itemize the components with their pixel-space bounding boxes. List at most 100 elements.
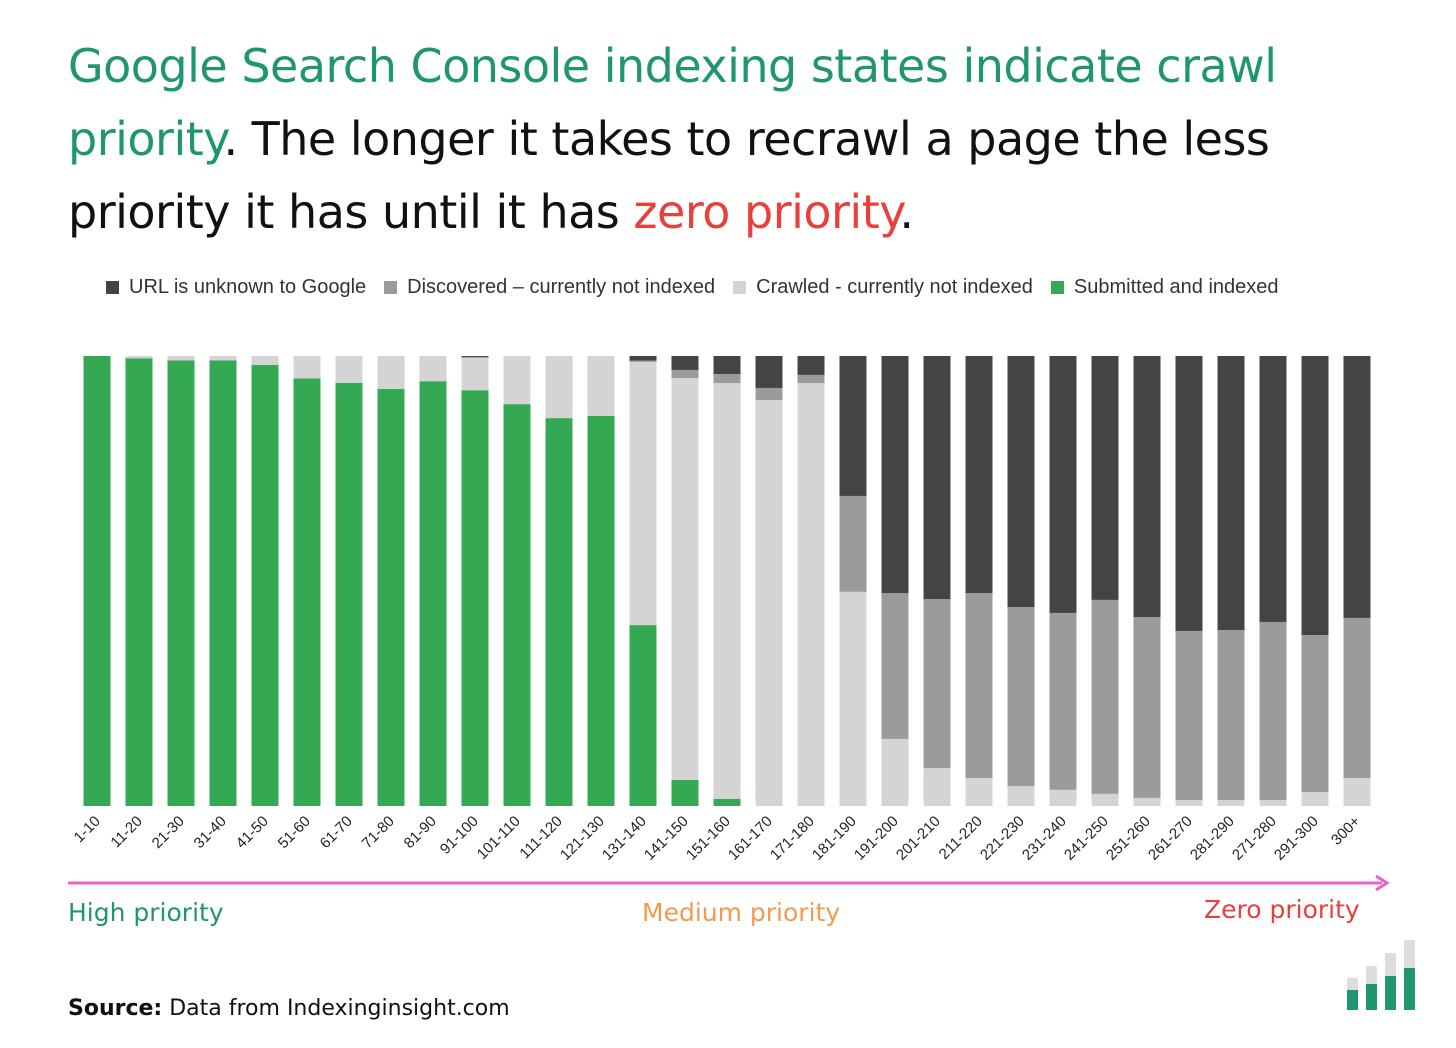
x-tick-label: 241-250	[1061, 813, 1112, 864]
x-tick-label: 161-170	[725, 813, 776, 864]
bar-segment	[629, 625, 657, 806]
logo-icon	[1347, 940, 1415, 1010]
bar-segment	[1175, 356, 1203, 631]
bar-segment	[629, 360, 657, 362]
bar-segment	[1259, 621, 1287, 801]
x-tick-label: 231-240	[1019, 813, 1070, 864]
bar-segment	[545, 356, 573, 419]
bar-segment	[797, 374, 825, 383]
bar-segment	[1175, 800, 1203, 806]
bar-segment	[335, 383, 363, 806]
bar-segment	[1343, 356, 1371, 618]
bar-segment	[923, 599, 951, 769]
bar-segment	[167, 360, 195, 806]
x-tick-label: 300+	[1328, 813, 1364, 849]
x-tick-label: 251-260	[1103, 813, 1154, 864]
source-note: Source: Data from Indexinginsight.com	[68, 996, 510, 1021]
bar-segment	[1007, 356, 1035, 608]
x-tick-label: 131-140	[599, 813, 650, 864]
bar-segment	[1133, 356, 1161, 617]
bar-segment	[461, 390, 489, 806]
x-tick-label: 221-230	[977, 813, 1028, 864]
x-tick-label: 211-220	[936, 813, 986, 863]
x-tick-label: 111-120	[516, 813, 565, 862]
bar-segment	[881, 593, 909, 739]
legend-label: URL is unknown to Google	[129, 276, 367, 298]
bar-segment	[1133, 617, 1161, 798]
bar-segment	[755, 387, 783, 401]
bar-segment	[461, 356, 489, 358]
legend-swatch	[106, 281, 119, 294]
x-tick-label: 71-80	[359, 813, 398, 852]
bar-segment	[545, 418, 573, 806]
x-tick-label: 191-200	[851, 813, 902, 864]
bar-segment	[671, 356, 699, 370]
bar-segment	[503, 404, 531, 806]
bar-segment	[419, 381, 447, 806]
bar-segment	[377, 388, 405, 806]
bar-segment	[629, 361, 657, 626]
x-tick-label: 281-290	[1187, 813, 1238, 864]
legend-item: Submitted and indexed	[1050, 276, 1279, 299]
bar-segment	[293, 378, 321, 806]
bar-segment	[1343, 778, 1371, 806]
x-tick-label: 171-180	[767, 813, 818, 864]
legend-label: Crawled - currently not indexed	[756, 276, 1033, 298]
bar-segment	[587, 415, 615, 806]
bar-segment	[1049, 612, 1077, 790]
bar-segment	[335, 356, 363, 383]
bar-segment	[377, 356, 405, 389]
x-tick-label: 181-190	[809, 813, 860, 864]
bar-segment	[1217, 630, 1245, 801]
bar-segment	[1259, 356, 1287, 622]
bar-segment	[1007, 607, 1035, 787]
x-tick-label: 11-20	[107, 813, 145, 851]
legend-item: Crawled - currently not indexed	[733, 276, 1033, 299]
x-tick-label: 21-30	[149, 813, 188, 852]
bar-segment	[1133, 797, 1161, 806]
bar-segment	[125, 356, 153, 359]
bar-segment	[965, 356, 993, 594]
bar-segment	[713, 383, 741, 799]
bar-segment	[167, 356, 195, 361]
x-tick-label: 81-90	[401, 813, 440, 852]
bar-segment	[923, 356, 951, 599]
legend-swatch	[733, 281, 747, 294]
bar-segment	[461, 357, 489, 391]
legend-swatch	[1050, 281, 1064, 294]
legend-label: Discovered – currently not indexed	[407, 276, 716, 298]
headline: Google Search Console indexing states in…	[68, 39, 1277, 239]
bar-segment	[1259, 800, 1287, 806]
zero-priority-label: Zero priority	[1204, 895, 1360, 924]
bar-segment	[125, 358, 153, 806]
high-priority-label: High priority	[68, 898, 224, 927]
bar-segment	[251, 365, 279, 806]
bar-segment	[797, 383, 825, 806]
bar-segment	[1301, 792, 1329, 806]
x-tick-label: 51-60	[275, 813, 314, 852]
legend-label: Submitted and indexed	[1073, 276, 1279, 298]
bar-segment	[419, 356, 447, 382]
x-tick-label: 121-130	[557, 813, 608, 864]
bar-segment	[839, 495, 867, 592]
bar-segment	[671, 369, 699, 379]
bar-segment	[797, 356, 825, 375]
bar-segment	[293, 356, 321, 379]
x-tick-label: 101-110	[474, 813, 524, 863]
bar-segment	[1343, 617, 1371, 779]
bar-segment	[1091, 793, 1119, 806]
x-tick-label: 261-270	[1145, 813, 1196, 864]
bar-segment	[1091, 356, 1119, 600]
bar-segment	[1301, 356, 1329, 635]
bar-segment	[209, 360, 237, 806]
bar-segment	[713, 798, 741, 806]
bar-segment	[923, 768, 951, 806]
bar-segment	[1091, 599, 1119, 794]
bar-segment	[1049, 789, 1077, 806]
bar-segment	[839, 356, 867, 496]
bar-segment	[881, 356, 909, 594]
bar-segment	[713, 374, 741, 383]
bar-segment	[671, 779, 699, 806]
bar-segment	[755, 356, 783, 388]
